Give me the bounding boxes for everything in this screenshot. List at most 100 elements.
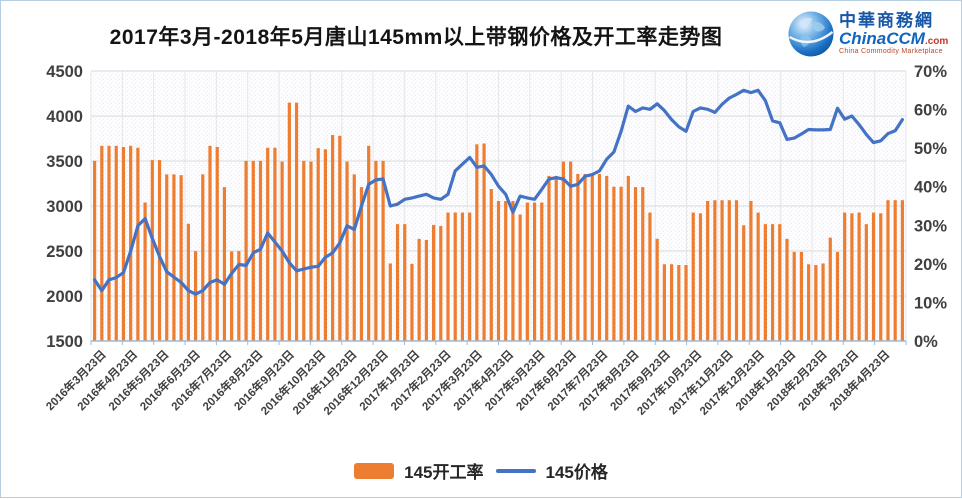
bar — [439, 226, 443, 341]
bar — [165, 174, 169, 341]
bar — [504, 200, 508, 341]
bar — [626, 175, 630, 341]
chinaccm-globe-icon — [788, 11, 834, 57]
bar — [518, 214, 522, 341]
bar — [756, 212, 760, 341]
bar — [691, 212, 695, 341]
bar — [597, 173, 602, 341]
svg-text:2500: 2500 — [46, 243, 83, 261]
bar — [893, 200, 897, 341]
bar — [136, 147, 140, 341]
bar — [749, 200, 753, 341]
legend-bar-swatch — [354, 462, 395, 479]
bar — [172, 174, 176, 341]
bar — [590, 173, 594, 341]
bar — [850, 213, 854, 341]
bar — [453, 212, 457, 341]
svg-text:60%: 60% — [914, 102, 947, 120]
svg-text:3500: 3500 — [46, 153, 83, 171]
bar — [446, 212, 450, 341]
bar — [121, 146, 126, 341]
bar — [900, 200, 904, 341]
chinaccm-logo-text: 中華商務網 ChinaCCM.com China Commodity Marke… — [839, 12, 948, 55]
bar — [641, 187, 645, 341]
bar — [237, 251, 241, 341]
bar — [648, 212, 652, 341]
bar — [547, 175, 551, 341]
legend-item-price: 145价格 — [495, 458, 608, 483]
bar — [107, 145, 111, 341]
chart-title: 2017年3月-2018年5月唐山145mm以上带钢价格及开工率走势图 — [109, 26, 723, 49]
svg-text:3000: 3000 — [46, 198, 83, 216]
svg-text:70%: 70% — [914, 63, 947, 81]
bar — [266, 147, 270, 341]
bar — [475, 144, 479, 341]
bar — [179, 175, 183, 341]
price-line — [92, 88, 905, 296]
bar — [828, 237, 832, 341]
bar — [843, 212, 847, 341]
bar — [143, 202, 147, 341]
bar — [619, 186, 623, 341]
y-axis-right-labels: 70% 60% 50% 40% 30% 20% 10% 0% — [914, 63, 947, 351]
bar — [540, 202, 544, 341]
bar — [403, 224, 407, 341]
bar — [186, 223, 190, 341]
bar — [569, 161, 573, 341]
bar — [157, 160, 162, 341]
bar — [468, 212, 472, 341]
bar — [633, 187, 638, 341]
bar — [251, 160, 255, 341]
svg-text:4500: 4500 — [46, 63, 83, 81]
logo-domain: .com — [924, 36, 949, 48]
bar — [807, 264, 811, 341]
bar — [489, 189, 493, 341]
bar — [706, 200, 710, 341]
y-axis-left-labels: 4500 4000 3500 3000 2500 2000 1500 — [46, 63, 83, 351]
x-axis-labels: 2016年3月23日2016年4月23日2016年5月23日2016年6月23日… — [43, 347, 893, 417]
svg-text:2000: 2000 — [46, 288, 83, 306]
bar — [230, 251, 234, 341]
bar — [886, 200, 890, 341]
bar — [302, 160, 306, 341]
bar — [367, 145, 371, 341]
bar — [316, 148, 320, 341]
bar — [605, 175, 609, 341]
legend-line-swatch — [495, 468, 536, 473]
bar — [576, 173, 580, 341]
bar — [763, 224, 767, 341]
bar — [294, 102, 299, 341]
logo-en-name: ChinaCCM.com — [839, 29, 949, 49]
bar — [532, 202, 537, 341]
bar — [222, 187, 227, 341]
bar — [770, 224, 775, 341]
svg-text:20%: 20% — [914, 256, 947, 274]
bar — [670, 264, 674, 341]
bar — [215, 146, 219, 341]
bar — [525, 202, 529, 341]
bar — [129, 145, 133, 341]
svg-text:1500: 1500 — [46, 333, 83, 351]
bar — [698, 213, 703, 341]
bar — [431, 224, 436, 341]
bar — [460, 212, 465, 341]
legend-label-price: 145价格 — [545, 463, 608, 482]
bar — [799, 251, 804, 341]
bar — [879, 213, 883, 341]
bar — [734, 200, 739, 341]
bar — [511, 200, 515, 341]
bar — [814, 265, 818, 341]
svg-text:4000: 4000 — [46, 108, 83, 126]
bar — [345, 161, 349, 341]
svg-text:50%: 50% — [914, 140, 947, 158]
bar — [792, 251, 796, 341]
svg-text:30%: 30% — [914, 217, 947, 235]
bar — [208, 145, 212, 341]
bar — [93, 160, 97, 341]
logo-cn-name: 中華商務網 — [839, 11, 934, 31]
bar — [352, 174, 356, 341]
bar — [662, 264, 666, 341]
x-axis-ticks — [90, 341, 907, 345]
